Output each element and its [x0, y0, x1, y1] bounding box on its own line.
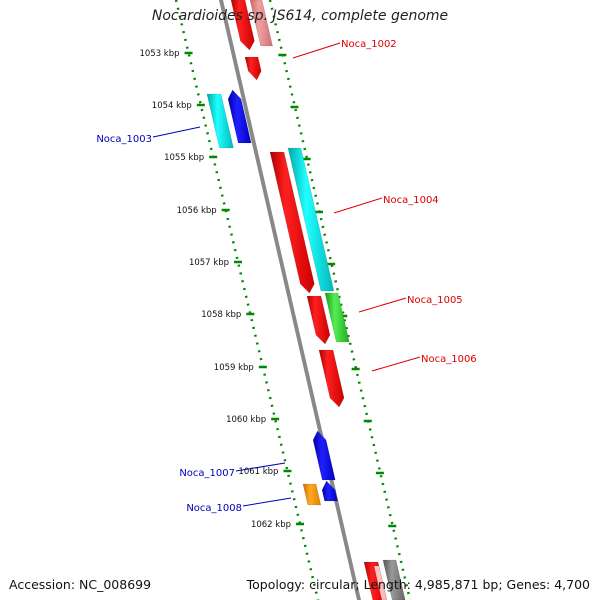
gene-feature-noca-1008 [302, 483, 322, 506]
tick-label: 1056 kbp [177, 206, 217, 216]
topology-text: Topology: circular; Length: 4,985,871 bp… [246, 577, 590, 592]
gene-feature-noca-1002 [244, 56, 262, 81]
gene-feature-noca-1006 [318, 349, 345, 408]
tick-label: 1059 kbp [214, 363, 254, 373]
tick-label: 1053 kbp [139, 49, 179, 59]
tick-label: 1058 kbp [201, 310, 241, 320]
gene-feature-noca-1003-cyan [206, 93, 234, 149]
gene-feature-pale-bottom [373, 565, 388, 600]
gene-feature-gray-bottom [382, 559, 406, 600]
accession-text: Accession: NC_008699 [9, 577, 152, 592]
gene-label-noca-1002[interactable]: Noca_1002 [341, 39, 397, 50]
callout-line [371, 356, 421, 372]
callout-line [152, 126, 201, 138]
gene-label-noca-1006[interactable]: Noca_1006 [421, 354, 477, 365]
right-ring [268, 0, 412, 600]
gene-callouts: Noca_1002 Noca_1003 Noca_1004 Noca_1005 Noca… [96, 39, 476, 514]
tick-label: 1062 kbp [251, 520, 291, 530]
tick-label: 1054 kbp [152, 101, 192, 111]
gene-label-noca-1004[interactable]: Noca_1004 [383, 195, 439, 206]
tick-label: 1060 kbp [226, 415, 266, 425]
gene-feature-noca-1004-cyan [287, 147, 335, 292]
map-title: Nocardioides sp. JS614, complete genome [151, 8, 449, 24]
gene-label-noca-1007[interactable]: Noca_1007 [179, 468, 235, 479]
tick-label: 1057 kbp [189, 258, 229, 268]
callout-line [333, 197, 383, 214]
callout-line [358, 297, 407, 313]
gene-feature-noca-1005-red [306, 295, 331, 345]
left-ring [174, 0, 320, 600]
gene-label-noca-1005[interactable]: Noca_1005 [407, 295, 463, 306]
gene-feature-noca-1007b [321, 480, 338, 502]
tick-label: 1061 kbp [238, 467, 278, 477]
callout-line [235, 462, 286, 472]
gene-features [206, 0, 406, 600]
gene-label-noca-1003[interactable]: Noca_1003 [96, 134, 152, 145]
gene-feature-noca-1003-blue [227, 89, 252, 144]
tick-label: 1055 kbp [164, 153, 204, 163]
callout-line [292, 42, 341, 59]
gene-label-noca-1008[interactable]: Noca_1008 [186, 503, 242, 514]
gene-feature-noca-1005-green [324, 292, 350, 343]
gene-feature-noca-1001 [230, 0, 255, 51]
callout-line [242, 497, 292, 507]
gene-feature-pink [249, 0, 273, 47]
tick-labels: 1053 kbp 1054 kbp 1055 kbp 1056 kbp 1057 kbp… [139, 49, 291, 530]
gene-feature-noca-1004-red [269, 151, 315, 294]
gene-feature-noca-1007 [312, 430, 336, 481]
